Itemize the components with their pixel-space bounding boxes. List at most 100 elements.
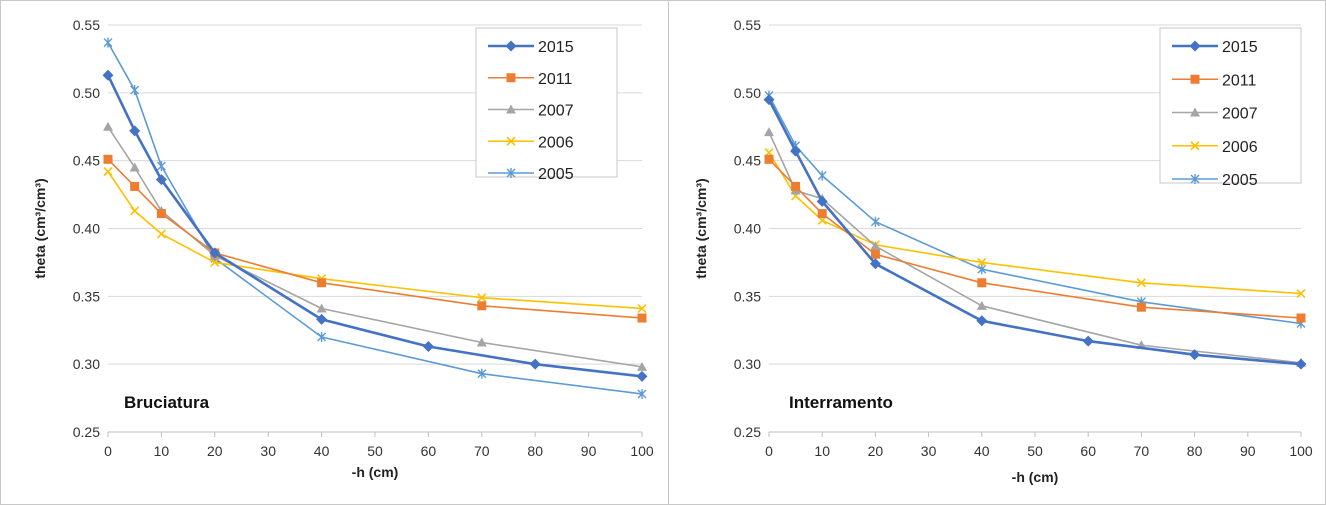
data-point <box>317 278 327 288</box>
y-tick-label: 0.55 <box>734 17 761 33</box>
series-line-2011 <box>107 158 643 319</box>
data-point <box>817 209 827 219</box>
legend-marker-2007 <box>506 104 516 114</box>
x-tick-label: 0 <box>104 443 112 459</box>
legend-marker-2015 <box>505 40 517 52</box>
legend-marker-2005 <box>1190 174 1200 184</box>
x-tick-label: 0 <box>765 443 773 459</box>
legend-box <box>475 27 618 178</box>
x-tick-label: 50 <box>1027 443 1043 459</box>
data-point <box>637 361 647 371</box>
legend-marker-2011 <box>1190 74 1200 84</box>
legend-marker-2006 <box>1190 141 1200 151</box>
series-line-2006 <box>107 171 643 310</box>
legend-box <box>1159 27 1302 184</box>
x-tick-label: 80 <box>1187 443 1203 459</box>
legend-label-2011: 2011 <box>538 71 573 88</box>
x-tick-label: 100 <box>1289 443 1313 459</box>
data-point <box>130 206 140 216</box>
legend-label-2011: 2011 <box>1222 72 1257 89</box>
x-tick-label: 90 <box>581 443 597 459</box>
data-point <box>477 301 487 311</box>
legend-label-2005: 2005 <box>538 166 574 183</box>
data-point <box>209 247 221 259</box>
data-point <box>130 181 140 191</box>
x-tick-label: 50 <box>367 443 383 459</box>
x-tick-label: 10 <box>814 443 830 459</box>
data-point <box>317 332 327 343</box>
legend-label-2005: 2005 <box>1222 172 1258 189</box>
series-line-2015 <box>767 99 1302 366</box>
y-tick-label: 0.45 <box>73 153 100 169</box>
data-point <box>156 229 166 239</box>
y-tick-label: 0.30 <box>734 356 761 372</box>
data-point <box>130 85 140 96</box>
data-point <box>1082 335 1094 347</box>
data-point <box>316 313 328 325</box>
series-2006 <box>103 166 647 314</box>
data-point <box>476 337 487 347</box>
series-2015 <box>102 69 648 382</box>
series-2015 <box>763 94 1307 370</box>
data-point <box>977 278 987 288</box>
x-tick-label: 20 <box>207 443 223 459</box>
x-tick-label: 40 <box>314 443 330 459</box>
x-axis-label: -h (cm) <box>1012 469 1059 485</box>
y-tick-label: 0.50 <box>734 85 761 101</box>
y-tick-label: 0.35 <box>734 288 761 304</box>
data-point <box>976 300 987 310</box>
legend-marker-2007 <box>1190 107 1200 117</box>
legend: 2015 2011 2007 2006 2005 <box>475 27 618 183</box>
data-point <box>477 368 487 379</box>
data-point <box>529 358 541 370</box>
series-line-2015 <box>106 74 643 378</box>
legend-label-2007: 2007 <box>538 103 574 120</box>
data-point <box>764 127 774 137</box>
x-tick-label: 60 <box>421 443 437 459</box>
data-point <box>422 341 434 353</box>
y-tick-label: 0.40 <box>734 221 761 237</box>
data-point <box>210 257 220 267</box>
chart-panel-2: 0.25 0.30 0.35 0.40 0.45 0.50 0.55 0 10 20 30 40 50 6… <box>693 17 1313 485</box>
y-tick-label: 0.40 <box>73 221 100 237</box>
data-point <box>637 389 647 400</box>
series-2011 <box>764 154 1306 323</box>
x-tick-label: 20 <box>868 443 884 459</box>
data-point <box>477 293 487 303</box>
legend-marker-2005 <box>506 168 516 178</box>
data-point <box>156 209 166 219</box>
data-point <box>156 161 166 172</box>
data-point <box>1295 358 1307 370</box>
legend-label-2015: 2015 <box>1222 39 1258 56</box>
data-point <box>791 181 801 191</box>
x-tick-label: 70 <box>1134 443 1150 459</box>
x-tick-label: 90 <box>1240 443 1256 459</box>
data-point <box>870 241 881 251</box>
data-point <box>1136 278 1146 288</box>
data-point <box>790 145 802 157</box>
legend-label-2007: 2007 <box>1222 106 1258 123</box>
data-point <box>976 315 988 327</box>
data-point <box>764 154 774 164</box>
x-tick-label: 80 <box>527 443 543 459</box>
legend: 2015 2011 2007 2006 2005 <box>1159 27 1302 189</box>
data-point <box>103 37 113 48</box>
data-point <box>129 125 141 137</box>
legend-marker-2011 <box>506 73 516 83</box>
y-tick-label: 0.50 <box>73 85 100 101</box>
data-point <box>1296 289 1306 299</box>
data-point <box>637 303 647 314</box>
y-axis-label: theta (cm³/cm³) <box>32 178 48 278</box>
y-tick-label: 0.25 <box>73 424 100 440</box>
x-axis-label: -h (cm) <box>352 464 399 480</box>
y-tick-label: 0.25 <box>734 424 761 440</box>
data-point <box>103 166 113 177</box>
data-point <box>870 216 880 227</box>
data-point <box>817 170 827 181</box>
legend-marker-2015 <box>1189 40 1201 52</box>
y-tick-label: 0.45 <box>734 153 761 169</box>
legend-label-2015: 2015 <box>538 39 574 56</box>
data-point <box>103 154 113 164</box>
legend-label-2006: 2006 <box>1222 139 1258 156</box>
